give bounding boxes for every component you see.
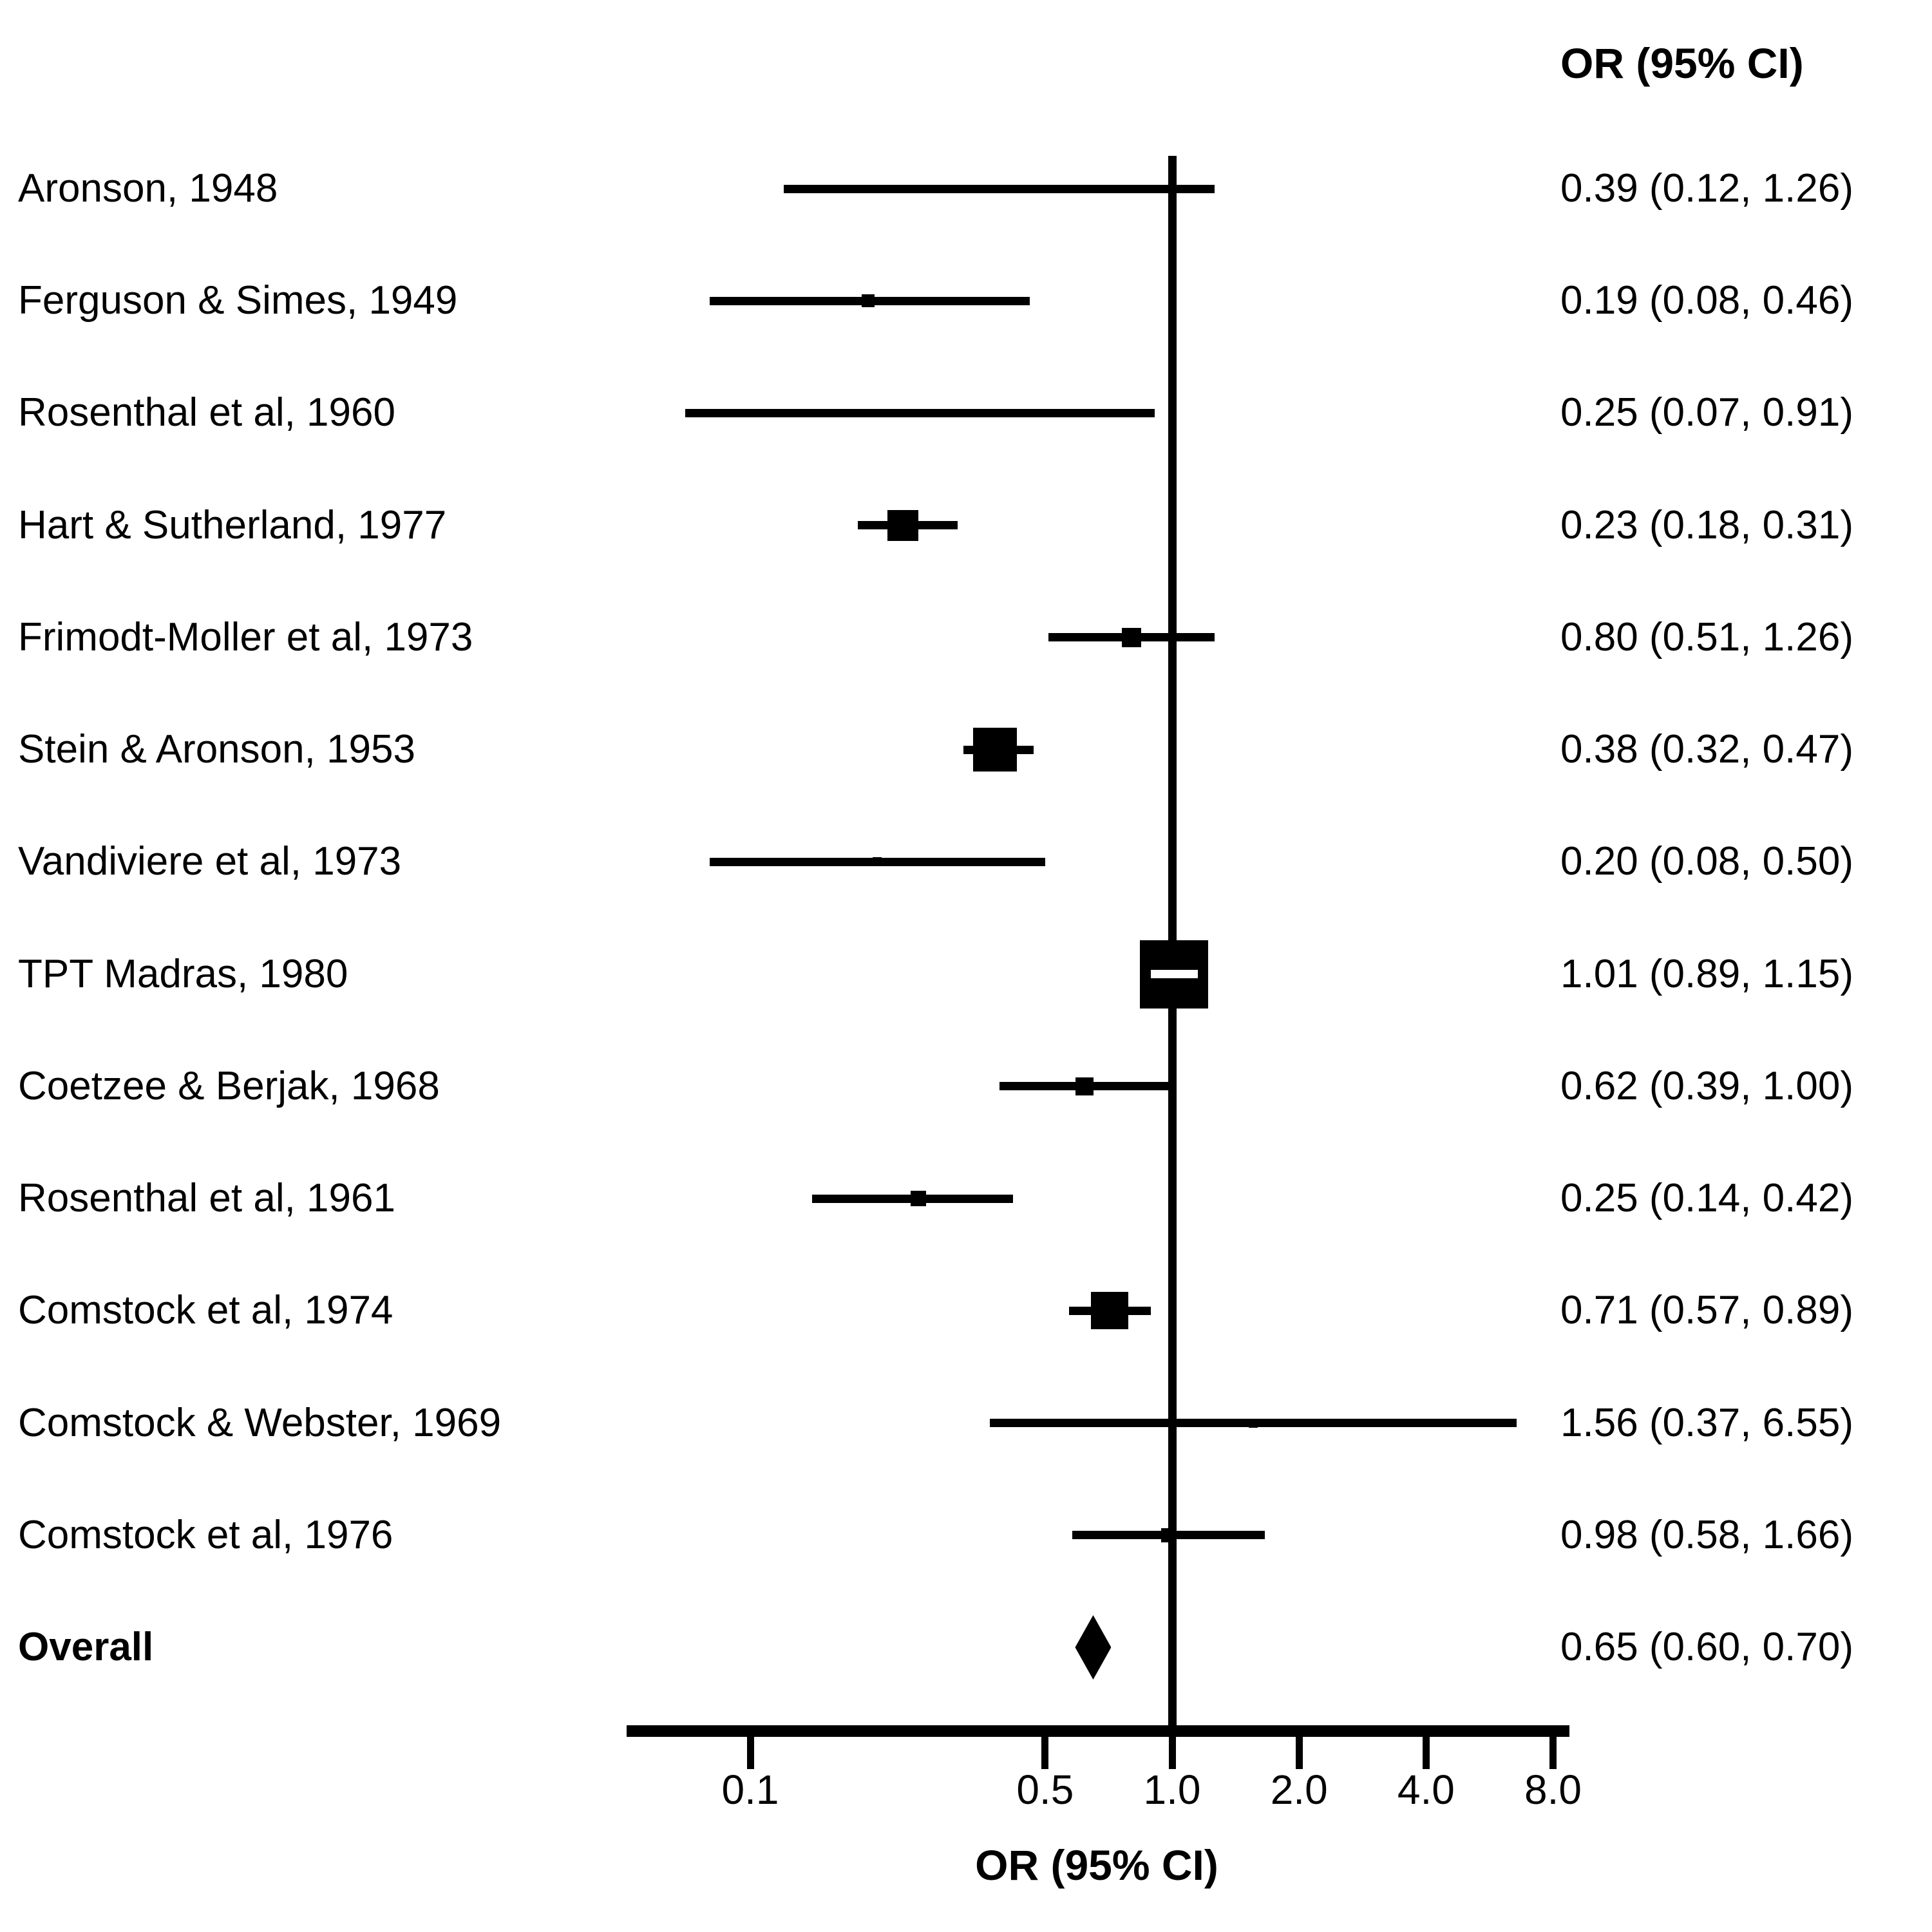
- x-axis-tick: [1041, 1737, 1049, 1769]
- point-estimate: [887, 509, 918, 541]
- study-label: Hart & Sutherland, 1977: [18, 502, 447, 547]
- study-label: Rosenthal et al, 1961: [18, 1176, 395, 1221]
- x-axis-tick-label: 0.5: [1016, 1766, 1074, 1813]
- ci-line-inner: [1150, 970, 1198, 979]
- study-label: Aronson, 1948: [18, 166, 278, 211]
- or-value: 0.20 (0.08, 0.50): [1560, 839, 1853, 884]
- overall-diamond: [1075, 1615, 1112, 1680]
- x-axis-tick: [1422, 1737, 1430, 1769]
- point-estimate: [861, 294, 875, 308]
- point-estimate: [972, 728, 1017, 772]
- point-estimate: [1161, 1528, 1176, 1542]
- point-estimate: [873, 857, 882, 867]
- point-estimate: [1090, 1292, 1128, 1330]
- or-value: 1.01 (0.89, 1.15): [1560, 951, 1853, 996]
- study-label: Ferguson & Simes, 1949: [18, 278, 458, 323]
- x-axis-tick: [1549, 1737, 1557, 1769]
- or-column-header: OR (95% CI): [1560, 39, 1804, 87]
- study-label: Rosenthal et al, 1960: [18, 390, 395, 435]
- point-estimate: [914, 409, 922, 417]
- study-label: Stein & Aronson, 1953: [18, 727, 416, 772]
- or-value: 0.25 (0.14, 0.42): [1560, 1176, 1853, 1221]
- study-label: Frimodt-Moller et al, 1973: [18, 614, 473, 659]
- study-label: Comstock et al, 1974: [18, 1288, 393, 1333]
- or-value: 0.38 (0.32, 0.47): [1560, 727, 1853, 772]
- or-value: 1.56 (0.37, 6.55): [1560, 1400, 1853, 1445]
- x-axis-line: [627, 1725, 1569, 1737]
- point-estimate: [1249, 1418, 1258, 1428]
- x-axis-tick-label: 0.1: [721, 1766, 779, 1813]
- or-value: 0.62 (0.39, 1.00): [1560, 1063, 1853, 1108]
- overall-label: Overall: [18, 1624, 154, 1669]
- x-axis-tick: [1168, 1737, 1176, 1769]
- x-axis-tick: [746, 1737, 754, 1769]
- or-value: 0.23 (0.18, 0.31): [1560, 502, 1853, 547]
- point-estimate: [1075, 1077, 1094, 1095]
- or-value: 0.19 (0.08, 0.46): [1560, 278, 1853, 323]
- or-value: 0.98 (0.58, 1.66): [1560, 1512, 1853, 1557]
- or-value: 0.39 (0.12, 1.26): [1560, 166, 1853, 211]
- or-value: 0.71 (0.57, 0.89): [1560, 1288, 1853, 1333]
- overall-or-value: 0.65 (0.60, 0.70): [1560, 1624, 1853, 1669]
- study-label: Coetzee & Berjak, 1968: [18, 1063, 440, 1108]
- x-axis-tick-label: 2.0: [1270, 1766, 1328, 1813]
- point-estimate: [1121, 627, 1141, 647]
- study-label: Vandiviere et al, 1973: [18, 839, 402, 884]
- or-value: 0.80 (0.51, 1.26): [1560, 614, 1853, 659]
- study-label: Comstock & Webster, 1969: [18, 1400, 502, 1445]
- point-estimate: [910, 1191, 926, 1207]
- or-value: 0.25 (0.07, 0.91): [1560, 390, 1853, 435]
- study-label: Comstock et al, 1976: [18, 1512, 393, 1557]
- x-axis-tick-label: 4.0: [1397, 1766, 1455, 1813]
- x-axis-tick-label: 1.0: [1143, 1766, 1201, 1813]
- study-label: TPT Madras, 1980: [18, 951, 348, 996]
- x-axis-title: OR (95% CI): [975, 1841, 1218, 1889]
- x-axis-tick-label: 8.0: [1524, 1766, 1582, 1813]
- point-estimate: [995, 184, 1004, 193]
- x-axis-tick: [1295, 1737, 1303, 1769]
